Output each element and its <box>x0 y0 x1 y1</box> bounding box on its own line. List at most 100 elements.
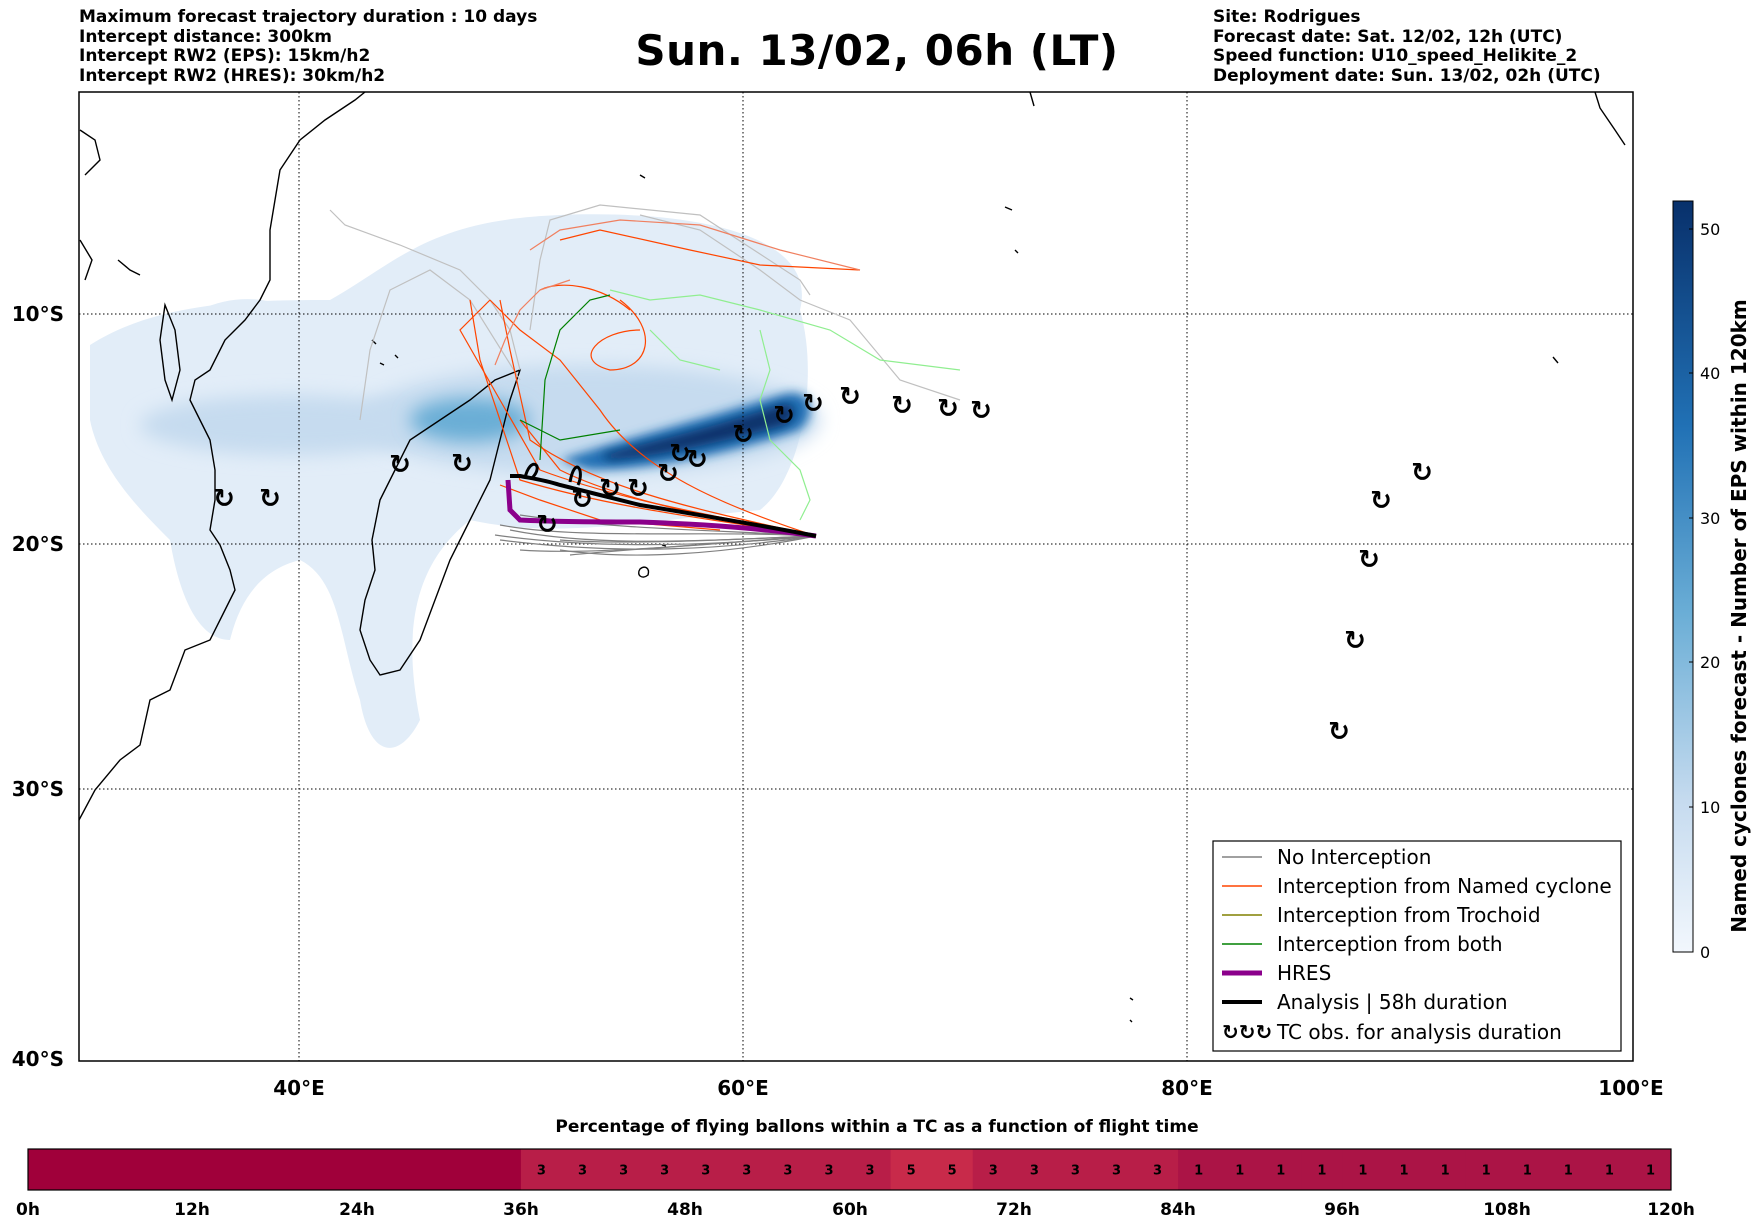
tc-symbol-icon: ↻ <box>1411 458 1433 488</box>
strip-cell <box>192 1149 234 1190</box>
colorbar-gradient <box>1672 200 1694 953</box>
colorbar-tick-label: 0 <box>1700 943 1710 962</box>
strip-cell-value: 1 <box>1564 1164 1573 1179</box>
tc-symbol-icon: ↻ <box>627 474 649 504</box>
strip-cell <box>1013 1149 1056 1190</box>
strip-cell <box>151 1149 193 1190</box>
strip-cell <box>767 1149 809 1190</box>
tc-symbol-icon: ↻ <box>571 485 593 515</box>
density-outer-lobe <box>200 299 300 370</box>
header-right-line: Site: Rodrigues <box>1213 7 1361 27</box>
strip-cell-value: 3 <box>989 1164 998 1179</box>
maldives-nw <box>1029 92 1626 146</box>
trajectories-salmon <box>494 219 861 366</box>
lon-label: 40°E <box>273 1076 325 1100</box>
legend-label: Interception from both <box>1277 932 1503 956</box>
strip-cell <box>1178 1149 1220 1190</box>
strip-cell <box>1465 1149 1508 1190</box>
amsterdam-isles <box>1129 997 1134 1023</box>
header-left-line: Intercept RW2 (HRES): 30km/h2 <box>79 65 386 86</box>
strip-cell <box>1588 1149 1631 1190</box>
strip-cell <box>1424 1149 1467 1190</box>
tanzania-isles <box>159 302 181 403</box>
tc-symbol-icon: ↻ <box>657 459 679 489</box>
tc-symbol-icon: ↻ <box>1358 545 1380 575</box>
tc-symbol-icon: ↻ <box>451 449 473 479</box>
lon-label: 60°E <box>717 1076 769 1100</box>
strip-cell-value: 3 <box>1071 1164 1080 1179</box>
strip-cell <box>561 1149 604 1190</box>
header-right-line: Forecast date: Sat. 12/02, 12h (UTC) <box>1213 26 1563 47</box>
strip-hour-label: 108h <box>1483 1200 1531 1220</box>
strip-cell-value: 1 <box>1605 1164 1614 1179</box>
tc-symbol-icon: ↻ <box>891 391 913 421</box>
strip-cell <box>849 1149 892 1190</box>
header-left: Maximum forecast trajectory duration : 1… <box>79 7 537 86</box>
strip-cell <box>1383 1149 1426 1190</box>
strip-cell-value: 1 <box>1235 1164 1244 1179</box>
strip-cell <box>397 1149 440 1190</box>
east-isle <box>1552 356 1559 364</box>
strip-hour-label: 36h <box>503 1200 539 1220</box>
north-coast-bits <box>79 129 141 281</box>
strip-cell-value: 3 <box>783 1164 792 1179</box>
strip-hour-labels: 0h 12h 24h 36h 48h 60h 72h 84h 96h 108h … <box>16 1200 1695 1220</box>
lon-label: 100°E <box>1598 1076 1663 1100</box>
colorbar: 0 10 20 30 40 50 Named cyclones forecast… <box>1672 200 1751 962</box>
map-frame <box>78 91 1634 1062</box>
strip-cell <box>1054 1149 1097 1190</box>
strip-cell-value: 3 <box>537 1164 546 1179</box>
colorbar-title: Named cyclones forecast - Number of EPS … <box>1727 299 1751 933</box>
lat-label: 30°S <box>12 777 64 801</box>
tc-symbol-icon: ↻ <box>773 401 795 431</box>
strip-cell-value: 1 <box>1441 1164 1450 1179</box>
strip-cell-value: 3 <box>660 1164 669 1179</box>
colorbar-tick-label: 30 <box>1700 509 1720 528</box>
tc-symbol-icon: ↻ <box>686 445 708 475</box>
africa-coast <box>79 92 366 821</box>
strip-cell <box>1547 1149 1590 1190</box>
legend-label: Interception from Named cyclone <box>1277 874 1612 898</box>
trajectories-both <box>519 294 621 461</box>
legend-box <box>1212 840 1622 1052</box>
legend-label: HRES <box>1277 961 1331 985</box>
coastlines <box>79 92 1626 1023</box>
tc-symbol-icon: ↻ <box>536 510 558 540</box>
strip-cell <box>644 1149 686 1190</box>
strip-cell-value: 1 <box>1523 1164 1532 1179</box>
map-grid <box>79 92 1633 1061</box>
tc-symbol-icon: ↻ <box>970 396 992 426</box>
strip-cell <box>1506 1149 1549 1190</box>
lat-label: 10°S <box>12 302 64 326</box>
tc-symbol-icon: ↻ <box>1328 717 1350 747</box>
density-mid-core <box>410 398 530 442</box>
tc-symbol-icon: ↻ <box>389 450 411 480</box>
strip-cell <box>356 1149 399 1190</box>
strip-cell <box>972 1149 1015 1190</box>
strip-cell-value: 1 <box>1399 1164 1408 1179</box>
tc-symbol-icon: ↻ <box>937 394 959 424</box>
strip-frame <box>27 1148 1672 1191</box>
strip-cell <box>110 1149 152 1190</box>
tc-symbol-icon: ↻ <box>213 484 235 514</box>
strip-cell <box>1342 1149 1384 1190</box>
strip-cell-value: 3 <box>1030 1164 1039 1179</box>
mauritius-reunion <box>638 544 667 578</box>
strip-cell <box>1219 1149 1261 1190</box>
strip-hour-label: 12h <box>174 1200 210 1220</box>
legend-label: Analysis | 58h duration <box>1277 990 1508 1014</box>
tc-symbol-icon: ↻ <box>599 474 621 504</box>
tc-symbol-icon: ↻ <box>1370 486 1392 516</box>
strip-cell-value: 3 <box>1153 1164 1162 1179</box>
strip-hour-label: 24h <box>339 1200 375 1220</box>
seychelles <box>639 174 1019 254</box>
strip-cell-value: 1 <box>1646 1164 1655 1179</box>
strip-cell-value: 1 <box>1358 1164 1367 1179</box>
strip-hour-label: 120h <box>1647 1200 1695 1220</box>
tc-symbol-icon: ↻ <box>1344 626 1366 656</box>
strip-cell-value: 5 <box>948 1164 957 1179</box>
strip-cell-value: 3 <box>701 1164 710 1179</box>
colorbar-tick-label: 20 <box>1700 653 1720 672</box>
lat-axis-labels: 10°S 20°S 30°S 40°S <box>12 302 64 1071</box>
